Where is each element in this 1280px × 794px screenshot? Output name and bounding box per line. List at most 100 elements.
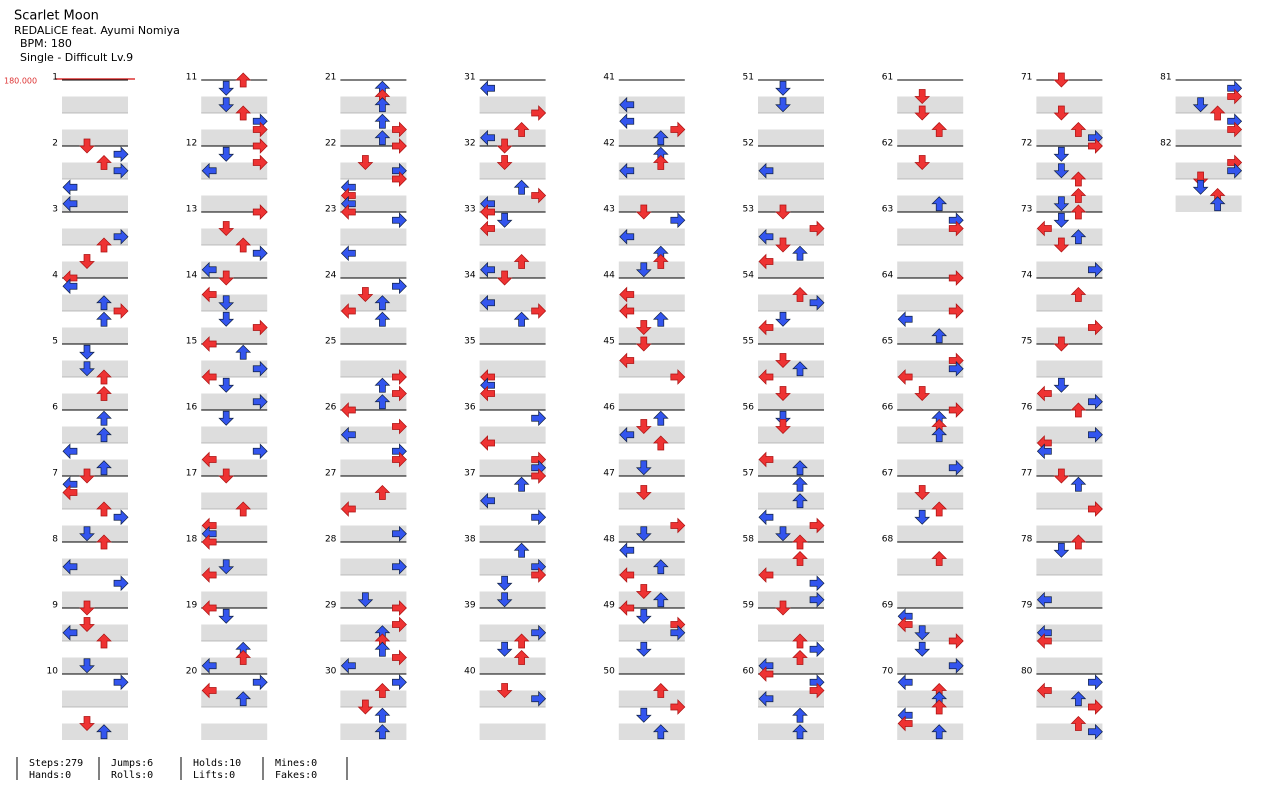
band: [340, 492, 407, 509]
band: [62, 492, 128, 509]
stat: Rolls:0: [111, 770, 153, 781]
arrow: [1053, 542, 1070, 558]
band: [758, 228, 824, 245]
arrow: [652, 559, 669, 575]
band: [62, 426, 128, 443]
measure-number: 55: [743, 337, 754, 347]
band: [479, 426, 546, 443]
band: [62, 261, 128, 278]
arrow: [218, 311, 235, 327]
arrow: [201, 567, 217, 583]
arrow: [809, 220, 825, 237]
band: [62, 327, 128, 344]
band: [618, 591, 685, 608]
band: [479, 525, 546, 542]
arrow: [948, 633, 964, 649]
difficulty: Single - Difficult Lv.9: [20, 51, 133, 64]
band: [618, 624, 685, 641]
band: [340, 690, 407, 707]
arrow: [1070, 716, 1087, 731]
band: [618, 129, 685, 146]
arrow: [392, 600, 407, 616]
band: [340, 723, 407, 740]
arrow: [758, 253, 774, 270]
arrow: [392, 385, 407, 402]
band: [479, 492, 546, 509]
arrow: [792, 707, 808, 723]
band: [897, 624, 964, 641]
arrow: [496, 270, 513, 286]
arrow: [357, 155, 374, 170]
measure-number: 53: [743, 205, 754, 215]
arrow: [62, 179, 78, 196]
stat: Fakes:0: [275, 770, 317, 781]
notes: [62, 72, 1243, 740]
arrow: [218, 377, 235, 393]
band: [618, 162, 685, 179]
band: [340, 96, 407, 113]
arrow: [113, 228, 129, 245]
measure-number: 4: [52, 271, 58, 281]
band: [758, 723, 824, 740]
band: [201, 459, 268, 476]
band: [62, 723, 128, 740]
arrow: [809, 517, 825, 534]
band: [340, 426, 407, 443]
arrow: [62, 195, 78, 212]
arrow: [619, 542, 635, 559]
band: [340, 327, 407, 344]
band: [479, 162, 546, 179]
arrow: [496, 592, 513, 608]
stat: Mines:0: [275, 758, 317, 769]
arrow: [1053, 468, 1070, 484]
arrow: [496, 641, 513, 657]
arrow: [235, 105, 252, 121]
arrow: [1088, 699, 1103, 715]
arrow: [392, 558, 407, 575]
band: [1036, 129, 1103, 146]
arrow: [1192, 171, 1209, 187]
arrow: [374, 377, 391, 393]
band: [340, 360, 407, 377]
band: [62, 657, 128, 674]
arrow: [635, 641, 652, 657]
arrow: [792, 493, 808, 509]
arrow: [96, 155, 112, 170]
arrow: [1227, 88, 1243, 105]
arrow: [1088, 393, 1103, 410]
band: [1036, 393, 1103, 410]
arrow: [1227, 162, 1243, 179]
arrow: [635, 485, 652, 500]
arrow: [792, 551, 808, 566]
measure-number: 6: [52, 403, 58, 413]
arrow: [792, 534, 808, 550]
bpm-marker: 180.000: [4, 77, 37, 86]
band: [62, 624, 128, 641]
band: [897, 360, 964, 377]
arrow: [113, 575, 129, 592]
band: [1036, 261, 1103, 278]
arrow: [931, 501, 948, 517]
band: [1036, 723, 1103, 740]
arrow: [619, 228, 635, 245]
arrow: [252, 138, 268, 154]
band: [618, 96, 685, 113]
measure-number: 43: [603, 205, 614, 215]
band: [1036, 228, 1103, 245]
arrow: [1036, 220, 1052, 237]
arrow: [96, 369, 112, 385]
arrow: [201, 600, 217, 616]
arrow: [340, 204, 356, 220]
measure-number: 36: [464, 403, 476, 413]
band: [618, 558, 685, 575]
arrow: [340, 501, 356, 517]
band: [479, 228, 546, 245]
measure-number: 57: [743, 469, 754, 479]
band: [201, 558, 268, 575]
arrow: [1053, 163, 1070, 179]
measure-number: 21: [325, 73, 336, 83]
arrow: [531, 187, 547, 204]
arrow: [218, 270, 235, 286]
measure-number: 77: [1021, 469, 1032, 479]
band: [897, 129, 964, 146]
